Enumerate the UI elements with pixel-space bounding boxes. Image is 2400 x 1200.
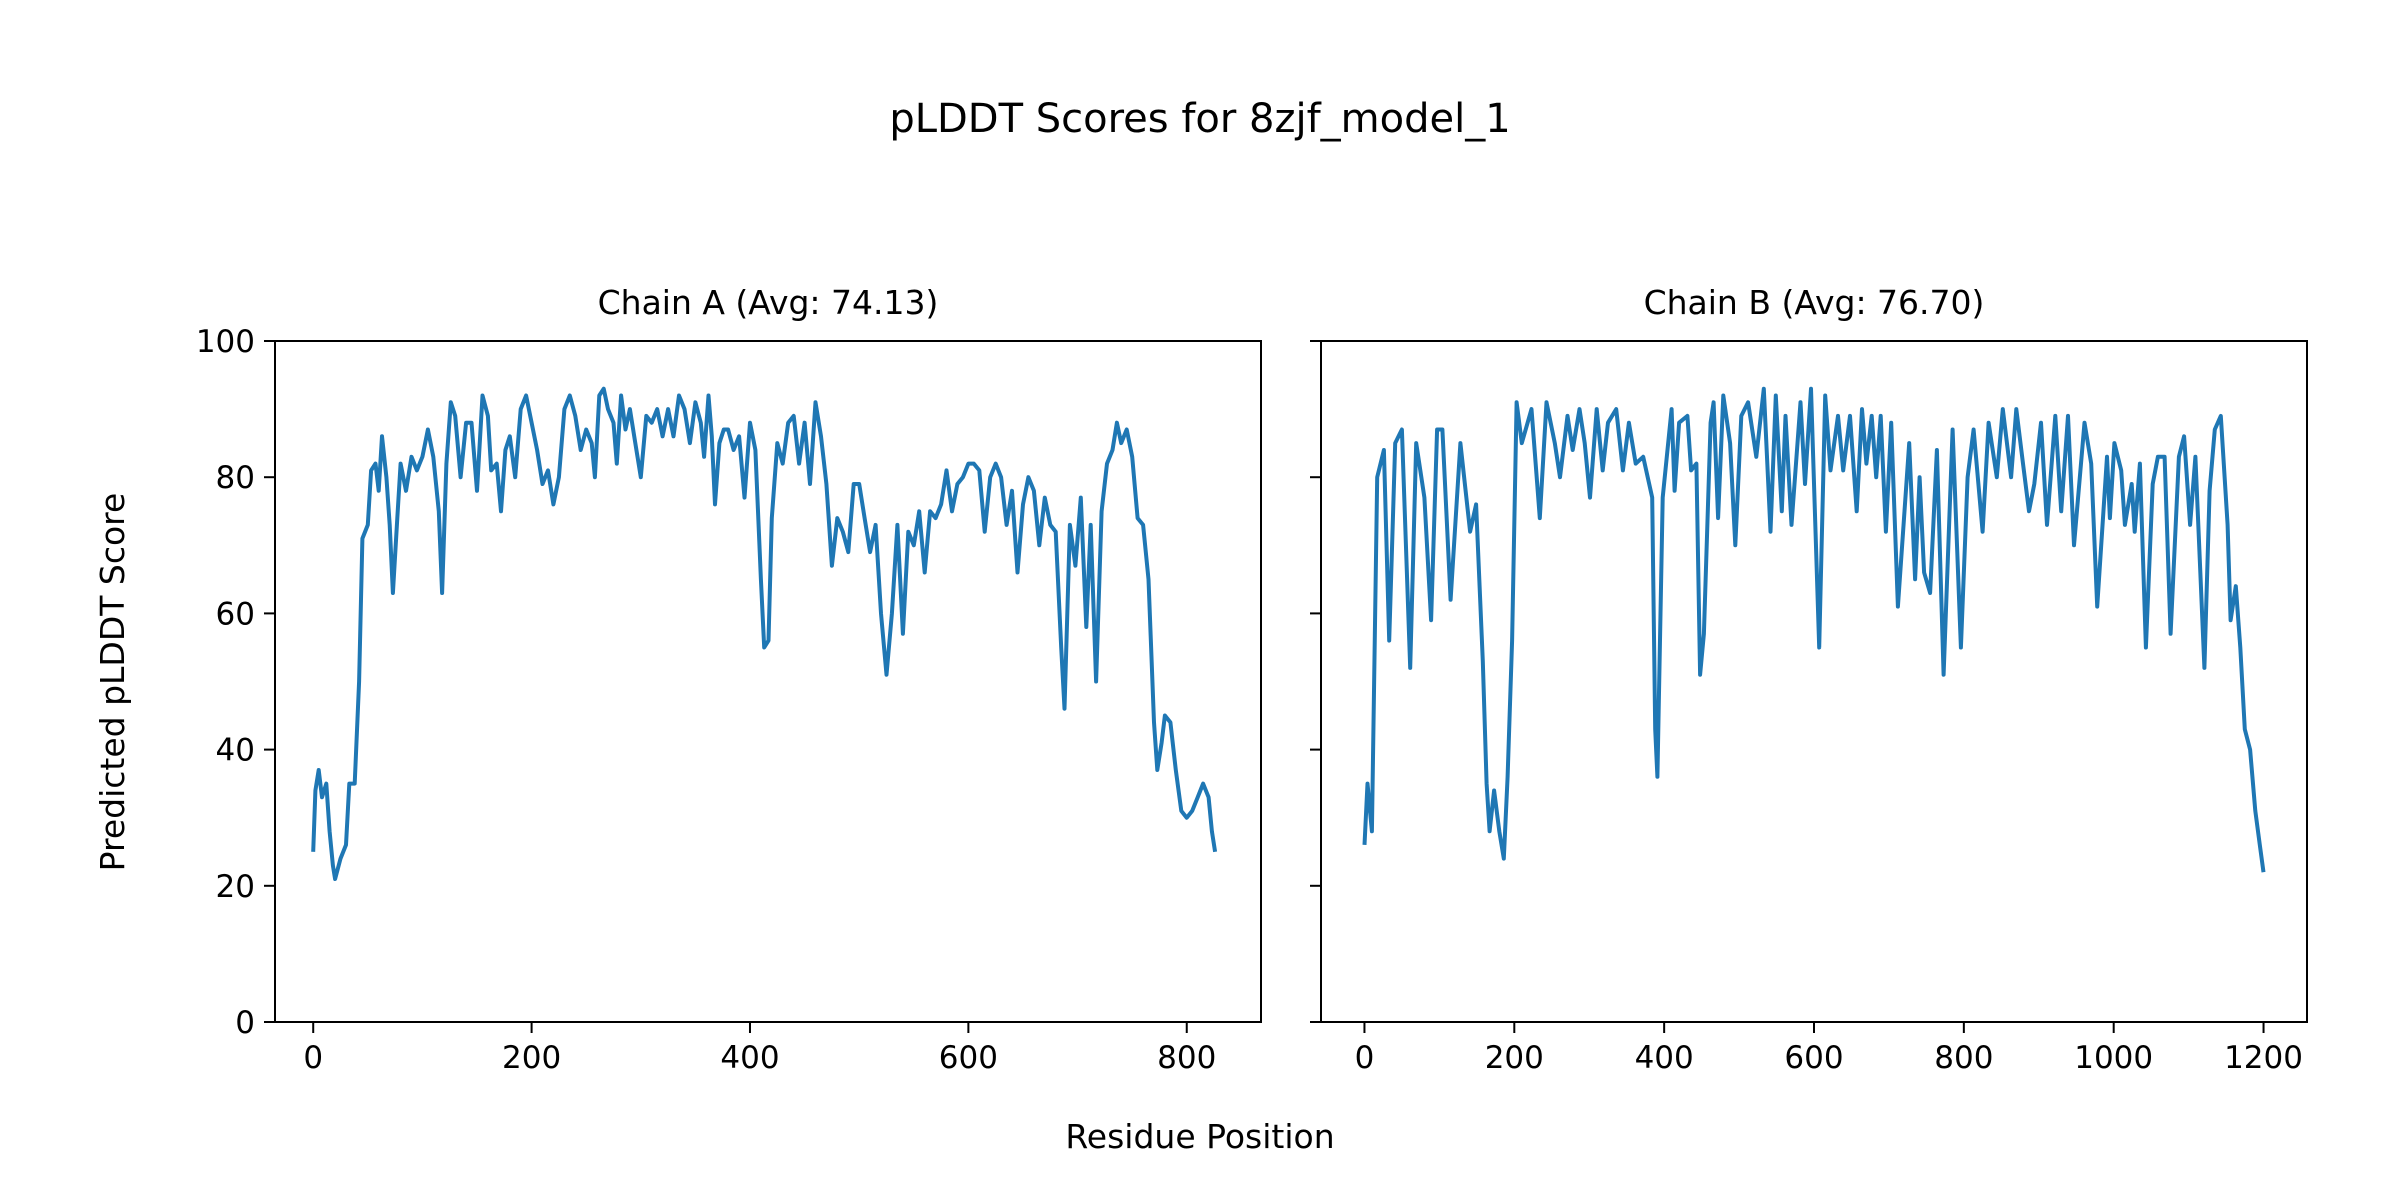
chain-b-x-tick-label: 400	[1635, 1040, 1694, 1076]
chain-a-y-tick-label: 0	[235, 1005, 255, 1041]
chain-a-y-tick-label: 40	[216, 733, 255, 769]
figure-title: pLDDT Scores for 8zjf_model_1	[889, 96, 1510, 142]
chain-a-x-tick-label: 800	[1157, 1040, 1216, 1076]
chain-a-y-tick-label: 20	[216, 869, 255, 905]
chain-a-x-tick-label: 400	[720, 1040, 779, 1076]
chain-b-x-tick-label: 1200	[2224, 1040, 2303, 1076]
chain-a-x-tick-label: 600	[939, 1040, 998, 1076]
chain-b-panel: Chain B (Avg: 76.70) 0 200 400 600 800 1000 12…	[1310, 283, 2308, 1076]
chain-a-title: Chain A (Avg: 74.13)	[598, 283, 939, 322]
chain-a-x-tick-label: 200	[502, 1040, 561, 1076]
chain-a-axes-frame	[274, 340, 1262, 1023]
chain-a-y-tick-label: 80	[216, 460, 255, 496]
chain-b-title: Chain B (Avg: 76.70)	[1644, 283, 1985, 322]
chain-b-x-tick-label: 600	[1784, 1040, 1843, 1076]
chain-b-x-tick-label: 0	[1355, 1040, 1375, 1076]
chain-a-plddt-line	[311, 386, 1218, 881]
y-axis-label: Predicted pLDDT Score	[93, 493, 132, 872]
chain-b-plddt-line	[1362, 386, 2266, 873]
chain-b-x-tick-label: 200	[1485, 1040, 1544, 1076]
x-axis-label: Residue Position	[1065, 1117, 1334, 1156]
chain-a-x-tick-label: 0	[303, 1040, 323, 1076]
chain-b-x-tick-label: 1000	[2074, 1040, 2153, 1076]
chain-b-x-tick-label: 800	[1934, 1040, 1993, 1076]
chain-a-panel: Chain A (Avg: 74.13) 0 200 400 600 800 0 20 40 6…	[196, 283, 1262, 1076]
chain-a-y-tick-label: 100	[196, 324, 255, 360]
chain-a-y-tick-label: 60	[216, 596, 255, 632]
